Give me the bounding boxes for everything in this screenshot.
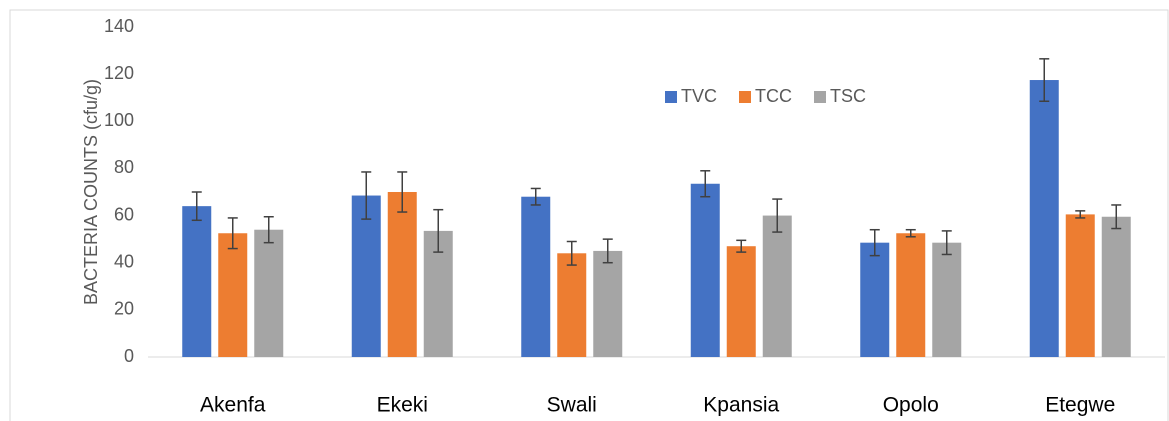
error-bar [1039, 58, 1050, 102]
error-bar [227, 217, 238, 250]
y-tick-label: 40 [114, 251, 134, 271]
error-bar [361, 171, 372, 220]
error-bar [530, 187, 541, 206]
chart-border [9, 9, 1169, 421]
legend-label: TCC [755, 86, 792, 106]
x-tick-label: Kpansia [703, 394, 779, 417]
y-tick-label: 80 [114, 157, 134, 177]
y-tick-label: 0 [124, 346, 134, 366]
bar [762, 215, 792, 357]
error-bar [905, 228, 916, 238]
y-axis-label: BACTERIA COUNTS (cfu/g) [81, 79, 101, 305]
error-bar [1111, 204, 1122, 230]
bar [896, 233, 926, 357]
bar [254, 229, 284, 357]
bar [593, 250, 623, 357]
bar [1065, 214, 1095, 357]
error-bar [191, 191, 202, 222]
error-bar [869, 228, 880, 257]
legend-swatch [739, 91, 751, 103]
bar [860, 242, 890, 357]
error-bar [941, 230, 952, 256]
bar [387, 192, 417, 357]
bar [218, 233, 248, 357]
bar [557, 253, 587, 357]
x-tick-label: Swali [547, 394, 597, 417]
y-tick-label: 20 [114, 299, 134, 319]
x-tick-label: Opolo [883, 394, 939, 417]
y-tick-label: 140 [104, 16, 134, 36]
error-bar [700, 170, 711, 198]
bar [1101, 216, 1131, 357]
legend-label: TVC [681, 86, 717, 106]
error-bar [433, 208, 444, 253]
x-tick-label: Akenfa [200, 394, 266, 417]
y-tick-label: 100 [104, 110, 134, 130]
error-bar [566, 240, 577, 266]
legend-swatch [665, 91, 677, 103]
x-tick-label: Ekeki [377, 394, 428, 417]
bar [351, 195, 381, 357]
error-bar [772, 198, 783, 233]
x-tick-label: Etegwe [1045, 394, 1115, 417]
error-bar [736, 239, 747, 253]
legend-label: TSC [830, 86, 866, 106]
bar [932, 242, 962, 357]
bar [521, 196, 551, 357]
y-tick-label: 60 [114, 204, 134, 224]
error-bar [263, 216, 274, 244]
bar [1029, 80, 1059, 358]
legend-swatch [814, 91, 826, 103]
error-bar [1075, 210, 1086, 219]
bar [690, 183, 720, 357]
error-bar [397, 171, 408, 213]
bar [726, 246, 756, 357]
bar [182, 206, 212, 357]
y-tick-label: 120 [104, 63, 134, 83]
error-bar [602, 238, 613, 264]
